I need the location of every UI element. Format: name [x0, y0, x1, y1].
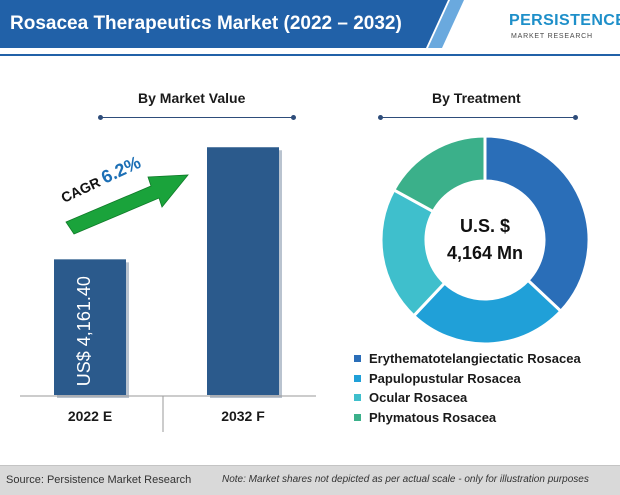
donut-center-label: U.S. $ 4,164 Mn — [430, 213, 540, 267]
footer-note: Note: Market shares not depicted as per … — [222, 474, 589, 485]
x-tick-label: 2022 E — [68, 408, 112, 424]
footer-bar: Source: Persistence Market Research Note… — [0, 465, 620, 495]
donut-slice-1 — [483, 134, 591, 314]
x-tick-label: 2032 F — [221, 408, 265, 424]
footer-source: Source: Persistence Market Research — [6, 474, 192, 486]
legend-item: Ocular Rosacea — [354, 388, 581, 408]
legend-swatch — [354, 413, 361, 421]
treatment-divider — [380, 117, 575, 118]
bar-2032-f — [207, 147, 279, 395]
legend-label: Erythematotelangiectatic Rosacea — [369, 351, 581, 367]
legend-item: Papulopustular Rosacea — [354, 369, 581, 389]
legend-label: Ocular Rosacea — [369, 390, 468, 406]
header-band — [0, 0, 620, 56]
legend-item: Phymatous Rosacea — [354, 408, 581, 428]
donut-slice-4 — [391, 134, 487, 214]
bar-data-label: US$ 4,161.40 — [74, 276, 94, 386]
legend-label: Papulopustular Rosacea — [369, 370, 521, 386]
divider-dot-left — [98, 115, 103, 120]
pie-legend: Erythematotelangiectatic Rosacea Papulopu… — [354, 349, 581, 427]
cagr-arrow-icon — [65, 174, 189, 235]
persistence-logo: PERSISTENCE MARKET RESEARCH — [497, 6, 620, 52]
divider-dot-right — [573, 115, 578, 120]
treatment-title: By Treatment — [432, 90, 521, 106]
center-label-currency: U.S. $ — [459, 216, 511, 236]
divider-dot-left — [378, 115, 383, 120]
legend-label: Phymatous Rosacea — [369, 409, 497, 425]
legend-swatch — [354, 394, 361, 402]
bar-2022-e — [54, 259, 126, 395]
page-title: Rosacea Therapeutics Market (2022 – 2032… — [10, 13, 402, 34]
legend-item: Erythematotelangiectatic Rosacea — [354, 349, 581, 369]
market-value-title: By Market Value — [138, 90, 246, 106]
center-label-value: 4,164 Mn — [446, 243, 524, 263]
donut-slice-2 — [411, 278, 563, 346]
legend-swatch — [354, 355, 361, 363]
logo-wordmark: PERSISTENCE — [509, 12, 620, 29]
legend-swatch — [354, 374, 361, 382]
logo-tagline: MARKET RESEARCH — [511, 33, 593, 40]
market-value-divider — [100, 117, 293, 118]
divider-dot-right — [291, 115, 296, 120]
